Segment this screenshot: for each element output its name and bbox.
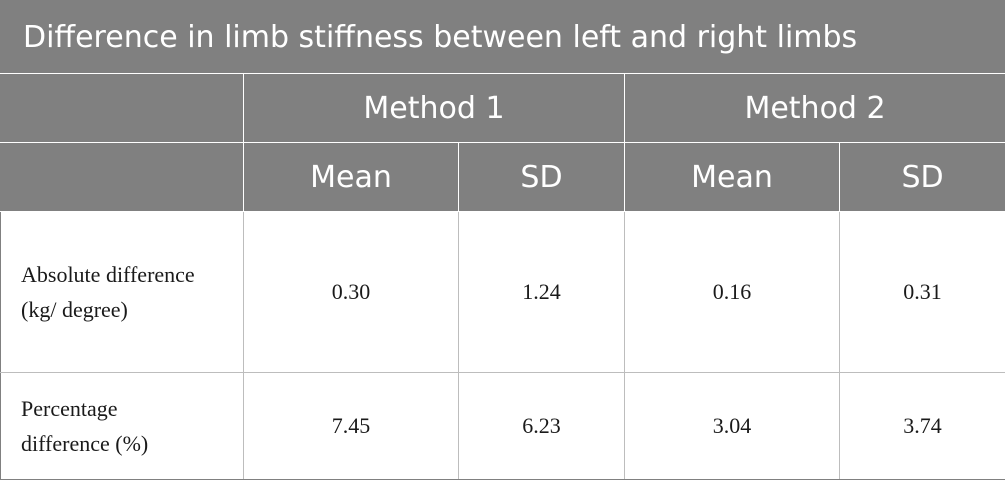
method-1-sd-header: SD [458,142,625,212]
row-label-text: Percentage difference (%) [21,396,149,456]
method-2-sd-header: SD [838,142,1005,212]
row-label-absolute-difference: Absolute difference (kg/ degree) [0,211,244,373]
method-1-sd-value: 1.24 [458,211,625,373]
row-label-text: Absolute difference (kg/ degree) [21,262,195,322]
table-row: Absolute difference (kg/ degree) 0.30 1.… [0,211,1005,373]
table-title: Difference in limb stiffness between lef… [0,0,1005,74]
method-1-mean-value: 0.30 [243,211,459,373]
method-1-sd-value: 6.23 [458,372,625,480]
stat-header-row: Mean SD Mean SD [0,142,1005,212]
empty-corner-cell [0,73,244,143]
method-2-mean-value: 0.16 [624,211,840,373]
method-2-mean-header: Mean [624,142,840,212]
method-1-mean-value: 7.45 [243,372,459,480]
stiffness-difference-table: Difference in limb stiffness between lef… [0,0,1005,480]
method-header-row: Method 1 Method 2 [0,73,1005,143]
method-2-sd-value: 3.74 [838,372,1005,480]
method-1-mean-header: Mean [243,142,459,212]
empty-corner-cell [0,142,244,212]
method-1-header: Method 1 [243,73,625,143]
row-label-percentage-difference: Percentage difference (%) [0,372,244,480]
method-2-header: Method 2 [623,73,1005,143]
table-row: Percentage difference (%) 7.45 6.23 3.04… [0,372,1005,480]
method-2-mean-value: 3.04 [624,372,840,480]
method-2-sd-value: 0.31 [838,211,1005,373]
table-title-row: Difference in limb stiffness between lef… [0,0,1005,74]
